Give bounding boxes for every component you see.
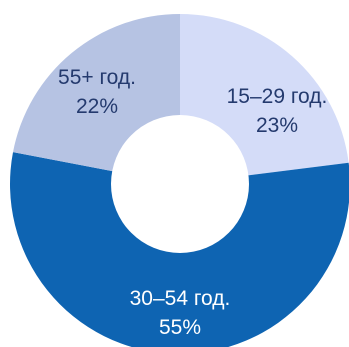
donut-hole [111, 115, 249, 253]
slice-category-label: 55+ год. [58, 66, 136, 89]
slice-value-label: 22% [76, 95, 118, 118]
slice-value-label: 55% [159, 316, 201, 339]
slice-value-label: 23% [256, 114, 298, 137]
slice-category-label: 30–54 год. [130, 287, 231, 310]
slice-labels: 15–29 год. 23% 30–54 год. 55% 55+ год. 22% [58, 66, 327, 339]
slice-category-label: 15–29 год. [227, 85, 328, 108]
